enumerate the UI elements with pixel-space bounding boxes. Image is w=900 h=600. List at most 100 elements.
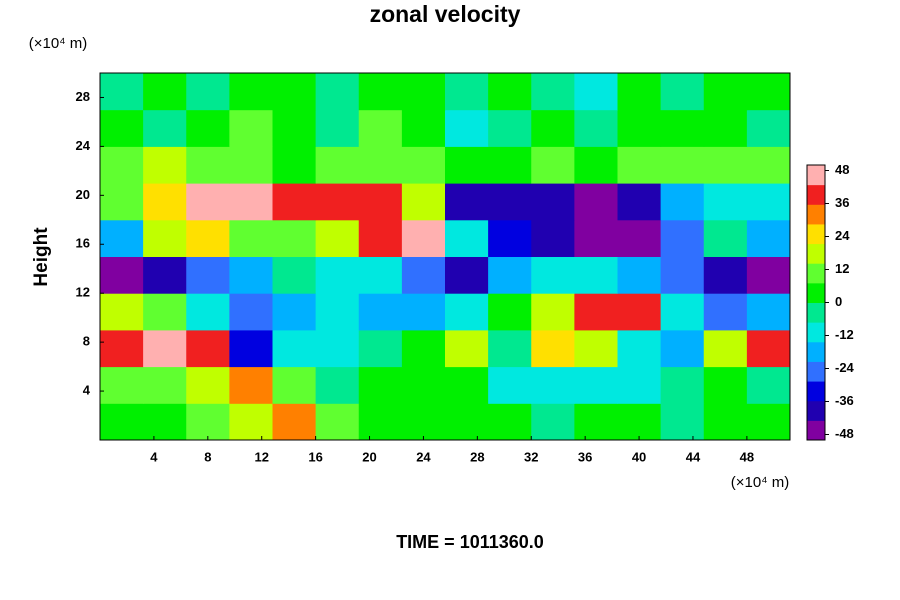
heat-cell: [358, 73, 403, 111]
heat-cell: [660, 256, 705, 294]
colorbar-swatch: [807, 263, 825, 284]
heat-cell: [229, 366, 273, 404]
x-tick-label: 40: [632, 449, 646, 464]
heat-cell: [488, 366, 532, 404]
time-annotation: TIME = 1011360.0: [396, 532, 544, 552]
heat-cell: [703, 403, 748, 441]
heat-cell: [703, 219, 748, 257]
heat-cell: [229, 219, 273, 257]
heat-cell: [660, 146, 705, 184]
heat-cell: [358, 146, 403, 184]
heat-cell: [358, 183, 403, 221]
y-tick-label: 12: [76, 285, 90, 300]
heat-cell: [660, 293, 705, 331]
heat-cell: [531, 73, 575, 111]
heat-cell: [315, 73, 360, 111]
heat-cell: [100, 293, 144, 331]
heat-cell: [617, 256, 662, 294]
heat-cell: [401, 366, 446, 404]
heat-cell: [703, 183, 748, 221]
colorbar-swatch: [807, 420, 825, 441]
heat-cell: [358, 329, 403, 368]
colorbar-swatch: [807, 400, 825, 421]
colorbar-tick-label: 12: [835, 261, 849, 276]
colorbar-swatch: [807, 223, 825, 245]
heat-cell: [488, 256, 532, 294]
heat-cell: [315, 329, 360, 368]
heat-cell: [746, 293, 791, 331]
heat-cell: [531, 403, 575, 441]
x-tick-label: 36: [578, 449, 592, 464]
heat-cell: [358, 403, 403, 441]
heat-cell: [401, 256, 446, 294]
heat-cell: [272, 366, 317, 404]
heat-cell: [746, 256, 791, 294]
heat-cell: [272, 73, 317, 111]
heat-cell: [100, 329, 144, 368]
heat-cell: [186, 219, 230, 257]
heat-cell: [229, 146, 273, 184]
heat-cell: [617, 146, 662, 184]
heat-cell: [703, 146, 748, 184]
heat-cell: [617, 73, 662, 111]
heat-cell: [401, 146, 446, 184]
heat-cell: [143, 183, 187, 221]
heat-cell: [531, 329, 575, 368]
x-tick-label: 32: [524, 449, 538, 464]
heat-cell: [746, 146, 791, 184]
heat-cell: [531, 146, 575, 184]
heat-cell: [574, 219, 618, 257]
heat-cell: [574, 366, 618, 404]
heat-cell: [746, 219, 791, 257]
heat-cell: [229, 256, 273, 294]
heat-cell: [703, 329, 748, 368]
heat-cell: [574, 109, 618, 147]
heat-cell: [531, 183, 575, 221]
x-tick-label: 20: [362, 449, 376, 464]
heat-cell: [574, 146, 618, 184]
heat-cell: [272, 146, 317, 184]
heat-cell: [617, 366, 662, 404]
heat-cell: [143, 293, 187, 331]
heat-cell: [401, 403, 446, 441]
heat-cell: [186, 403, 230, 441]
heat-cell: [531, 219, 575, 257]
heat-cell: [315, 109, 360, 147]
x-unit: (×10⁴ m): [731, 474, 790, 491]
heat-cell: [358, 109, 403, 147]
heat-cell: [703, 366, 748, 404]
y-tick-label: 16: [76, 236, 90, 251]
heat-cell: [445, 219, 489, 257]
heat-cell: [617, 109, 662, 147]
heat-cell: [100, 73, 144, 111]
heat-cell: [488, 183, 532, 221]
heat-cell: [315, 146, 360, 184]
heat-cell: [315, 366, 360, 404]
heat-cell: [574, 403, 618, 441]
heat-cell: [100, 183, 144, 221]
heat-cell: [445, 256, 489, 294]
heat-cell: [401, 293, 446, 331]
heat-cell: [660, 183, 705, 221]
heat-cell: [401, 73, 446, 111]
heat-cell: [660, 219, 705, 257]
heat-cell: [445, 146, 489, 184]
heat-cell: [186, 366, 230, 404]
colorbar-swatch: [807, 381, 825, 402]
y-tick-label: 8: [83, 334, 90, 349]
heat-cell: [488, 219, 532, 257]
heat-cell: [488, 73, 532, 111]
heat-cell: [143, 403, 187, 441]
heat-cell: [229, 73, 273, 111]
colorbar-swatch: [807, 361, 825, 382]
heat-cell: [488, 146, 532, 184]
heat-cell: [574, 73, 618, 111]
heat-cell: [445, 366, 489, 404]
heat-cell: [488, 293, 532, 331]
heat-cell: [531, 109, 575, 147]
y-axis-label: Height: [31, 227, 52, 287]
heat-cell: [272, 329, 317, 368]
x-tick-label: 12: [254, 449, 268, 464]
heat-cell: [186, 329, 230, 368]
heat-cell: [100, 256, 144, 294]
